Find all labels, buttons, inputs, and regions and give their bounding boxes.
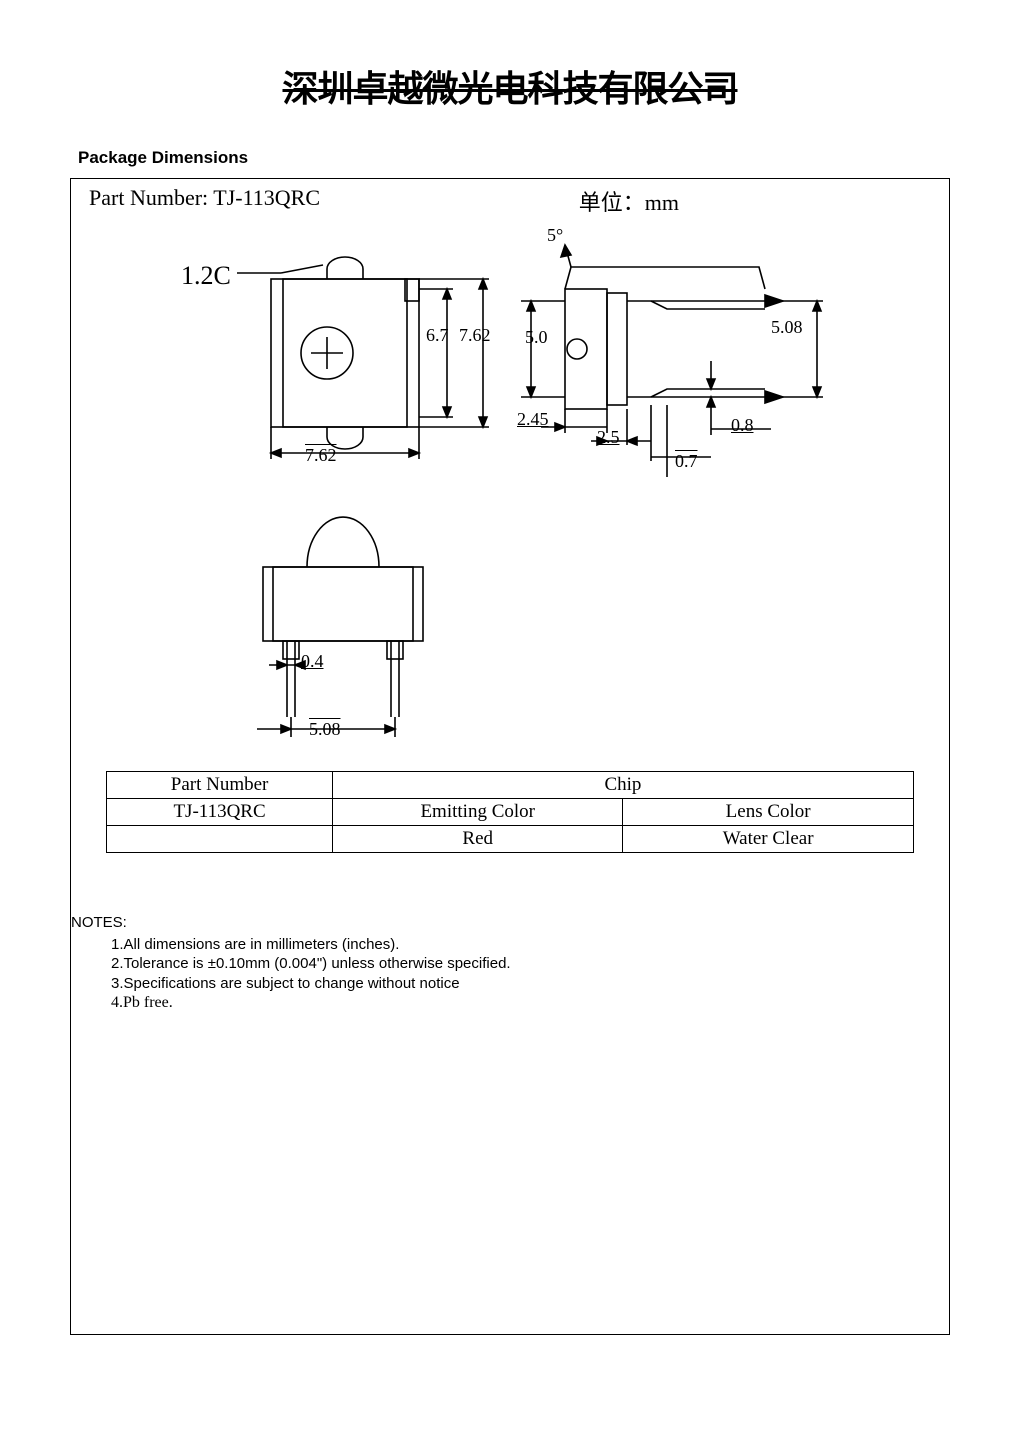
datasheet-box: Part Number: TJ-113QRC 单位：mm 1.2C 5° 6.7…	[70, 178, 950, 1335]
section-heading: Package Dimensions	[78, 148, 950, 168]
bottom-spacer	[71, 1014, 949, 1334]
note-2: 2.Tolerance is ±0.10mm (0.004") unless o…	[111, 954, 949, 974]
th-emitting: Emitting Color	[333, 799, 623, 826]
th-lens: Lens Color	[623, 799, 913, 826]
drawing-svg	[71, 221, 951, 761]
notes-heading: NOTES:	[71, 913, 949, 933]
part-number-label: Part Number: TJ-113QRC	[89, 185, 320, 217]
note-3: 3.Specifications are subject to change w…	[111, 974, 949, 994]
td-lens: Water Clear	[623, 826, 913, 853]
td-partnum: TJ-113QRC	[107, 799, 333, 826]
unit-label: 单位：mm	[579, 185, 679, 217]
info-table: Part Number Chip TJ-113QRC Emitting Colo…	[106, 771, 914, 853]
partnum-row: Part Number: TJ-113QRC 单位：mm	[71, 179, 949, 221]
notes-block: NOTES: 1.All dimensions are in millimete…	[71, 913, 949, 1014]
company-title: 深圳卓越微光电科技有限公司	[70, 60, 950, 112]
note-1: 1.All dimensions are in millimeters (inc…	[111, 935, 949, 955]
th-partnum: Part Number	[107, 772, 333, 799]
note-4: 4.Pb free.	[111, 993, 949, 1014]
td-emitting: Red	[333, 826, 623, 853]
page: 深圳卓越微光电科技有限公司 Package Dimensions Part Nu…	[0, 0, 1020, 1443]
th-chip: Chip	[333, 772, 914, 799]
diagram-area: 1.2C 5° 6.7 7.62 5.0 5.08 2.45 2.5 0.8 0…	[71, 221, 949, 761]
td-blank	[107, 826, 333, 853]
notes-list: 1.All dimensions are in millimeters (inc…	[71, 935, 949, 1014]
